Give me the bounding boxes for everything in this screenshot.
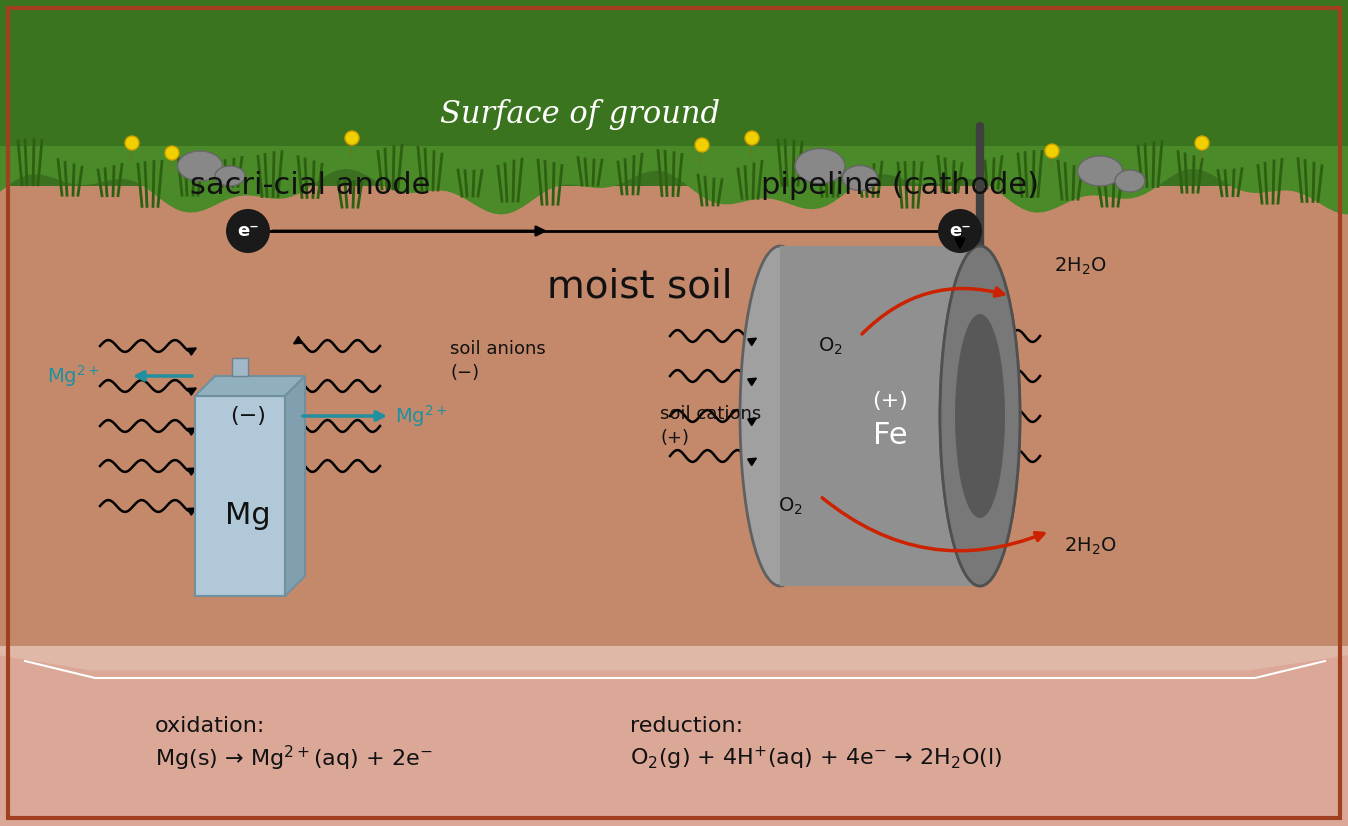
Text: sacri­cial anode: sacri­cial anode (190, 172, 430, 201)
Ellipse shape (1077, 156, 1123, 186)
Polygon shape (284, 376, 305, 596)
Ellipse shape (214, 166, 245, 186)
Circle shape (1045, 144, 1060, 158)
FancyBboxPatch shape (232, 358, 248, 376)
Text: e⁻: e⁻ (237, 222, 259, 240)
Text: oxidation:: oxidation: (155, 716, 266, 736)
Circle shape (345, 131, 359, 145)
Text: (−): (−) (231, 406, 266, 426)
Ellipse shape (795, 149, 845, 183)
Polygon shape (780, 246, 980, 306)
Ellipse shape (178, 151, 222, 181)
Ellipse shape (940, 246, 1020, 586)
Circle shape (938, 209, 981, 253)
Text: Mg(s) → Mg$^{2+}$(aq) + 2e$^{-}$: Mg(s) → Mg$^{2+}$(aq) + 2e$^{-}$ (155, 743, 433, 772)
Text: e⁻: e⁻ (949, 222, 971, 240)
Polygon shape (195, 376, 305, 396)
Text: O$_2$(g) + 4H$^{+}$(aq) + 4e$^{-}$ → 2H$_2$O(l): O$_2$(g) + 4H$^{+}$(aq) + 4e$^{-}$ → 2H$… (630, 744, 1003, 771)
Bar (780, 246, 980, 586)
FancyBboxPatch shape (195, 396, 284, 596)
Circle shape (125, 136, 139, 150)
Text: O$_2$: O$_2$ (778, 496, 802, 516)
Text: Surface of ground: Surface of ground (439, 98, 720, 130)
Text: Mg$^{2+}$: Mg$^{2+}$ (395, 403, 448, 429)
FancyBboxPatch shape (780, 246, 980, 586)
Polygon shape (0, 0, 1348, 126)
Ellipse shape (1115, 170, 1144, 192)
Text: Mg: Mg (225, 501, 271, 530)
Ellipse shape (954, 314, 1006, 518)
Circle shape (226, 209, 270, 253)
Ellipse shape (940, 246, 1020, 586)
Polygon shape (0, 0, 1348, 146)
Circle shape (164, 146, 179, 160)
Text: soil anions
(−): soil anions (−) (450, 340, 546, 382)
Text: reduction:: reduction: (630, 716, 743, 736)
Text: Mg$^{2+}$: Mg$^{2+}$ (47, 363, 100, 389)
Ellipse shape (842, 165, 878, 191)
Text: pipeline (cathode): pipeline (cathode) (762, 172, 1039, 201)
Text: 2H$_2$O: 2H$_2$O (1054, 255, 1107, 277)
Text: soil cations
(+): soil cations (+) (661, 406, 762, 447)
Circle shape (745, 131, 759, 145)
Polygon shape (0, 0, 1348, 186)
Circle shape (1194, 136, 1209, 150)
Polygon shape (0, 646, 1348, 826)
Text: Fe: Fe (872, 421, 907, 450)
Text: 2H$_2$O: 2H$_2$O (1064, 535, 1116, 557)
Text: (+): (+) (872, 391, 909, 411)
Circle shape (696, 138, 709, 152)
Text: O$_2$: O$_2$ (818, 335, 842, 357)
Text: moist soil: moist soil (547, 267, 733, 305)
Ellipse shape (740, 246, 820, 586)
